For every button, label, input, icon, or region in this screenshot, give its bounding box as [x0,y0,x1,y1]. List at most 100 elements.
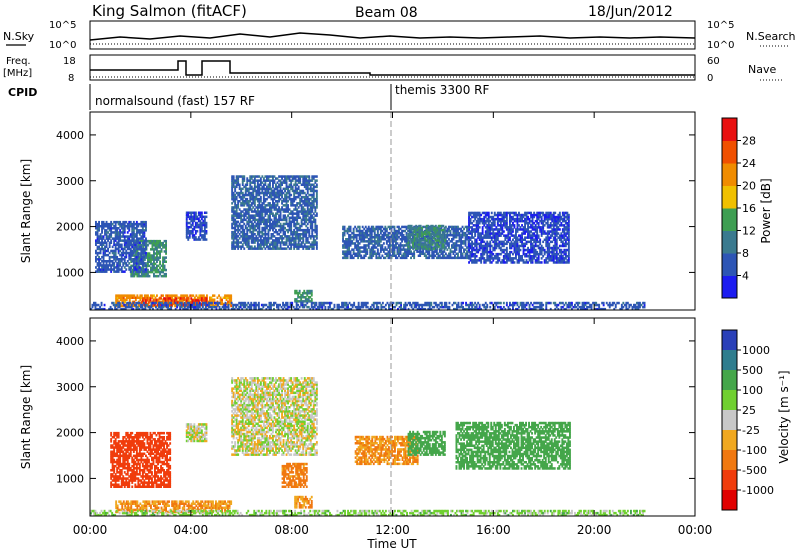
power-cell [197,213,200,216]
power-cell [267,239,270,242]
power-cell [120,270,123,273]
power-cell [157,268,160,272]
power-cell [357,244,360,247]
power-cell [264,241,267,244]
power-cell [519,244,522,248]
power-cell [250,177,253,180]
power-cell [111,231,114,234]
power-cell [305,179,308,182]
power-cell [507,226,510,229]
power-cell [513,236,516,239]
power-cell [489,224,492,227]
power-cell [509,217,511,221]
power-cell [436,237,439,240]
power-cell [468,261,470,264]
power-cell [300,218,303,222]
power-cell [424,230,427,234]
power-cell [524,222,526,225]
power-cell [393,225,396,229]
power-cell [483,261,486,264]
power-cell [436,228,439,232]
power-cell [518,234,520,237]
power-cell [425,239,428,242]
power-cell [351,231,354,235]
power-cell [95,270,97,273]
power-cell [98,235,100,238]
power-cell [117,237,120,240]
power-cell [148,241,151,245]
power-cell [507,232,510,235]
power-cell [199,213,202,216]
power-cell [137,244,140,247]
power-cell [311,241,314,244]
power-cell [305,193,308,197]
power-cell [235,181,238,184]
power-cell [249,204,252,207]
power-cell [348,238,350,241]
power-cell [412,247,415,250]
power-cell [358,250,361,253]
power-cell [422,239,425,242]
power-cell [458,233,461,237]
power-cell [395,233,397,237]
power-cell [243,233,246,236]
power-cell [305,218,308,222]
power-cell [345,244,347,247]
power-cell [401,244,403,247]
power-cell [504,236,507,239]
power-cell [232,208,235,211]
power-cell [439,247,442,250]
power-cell [132,233,135,236]
power-cell [234,235,237,238]
power-cell [306,187,309,191]
power-cell [255,224,258,228]
power-cell [162,241,164,245]
power-cell [241,239,244,242]
power-cell [244,212,247,215]
power-cell [361,240,364,243]
power-cell [355,254,358,257]
power-cell [141,237,144,240]
power-cell [525,230,528,233]
power-cell [378,233,381,237]
power-cell [423,225,426,229]
power-cell [533,232,536,235]
power-cell [111,245,114,249]
power-cell [247,220,250,224]
power-cell [258,187,261,191]
noise-left-tick-bottom: 10^0 [49,40,76,51]
power-cell [269,226,271,230]
power-cell [358,246,361,249]
power-cell [431,226,434,230]
power-cell [444,256,447,260]
power-cell [238,245,241,248]
power-cell [513,248,516,252]
power-cell [282,233,285,236]
power-cell [379,229,382,233]
power-cell [290,202,293,205]
power-cell [306,183,309,186]
power-cell [312,187,315,191]
power-cell [279,185,282,189]
power-cell [367,242,370,245]
power-cell [231,233,234,236]
power-cell [357,240,360,243]
power-cell [143,255,146,259]
power-cell [119,302,122,306]
power-cell [464,236,467,239]
power-cell [275,247,277,250]
power-cell [258,226,261,230]
power-cell [156,270,158,274]
cpid-label: CPID [8,86,37,99]
power-cell [534,226,537,229]
power-cell [515,236,517,239]
power-cell [296,212,299,215]
power-cell [243,214,246,217]
power-cell [302,214,305,217]
power-cell [205,221,208,225]
power-cell [487,224,490,227]
power-cell [166,297,168,300]
power-cell [505,242,508,246]
power-cell [398,225,400,229]
power-cell [466,250,468,253]
